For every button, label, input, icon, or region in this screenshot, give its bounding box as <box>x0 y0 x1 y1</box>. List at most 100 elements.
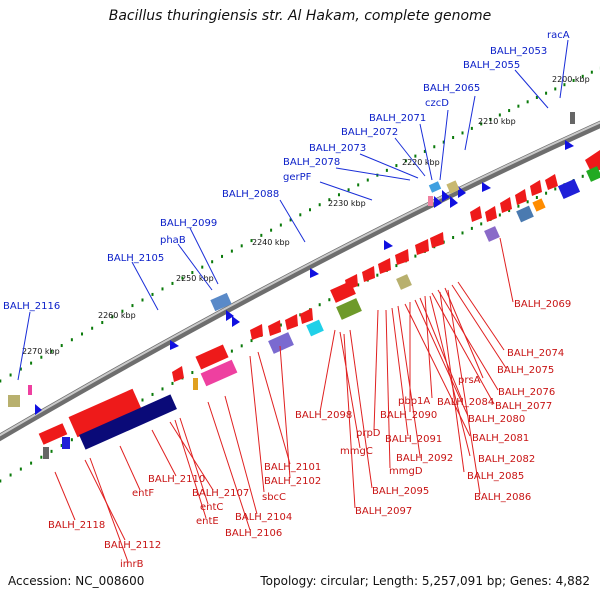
leader-line <box>335 167 411 181</box>
leader-line <box>249 355 265 493</box>
map-title: Bacillus thuringiensis str. Al Hakam, co… <box>108 8 492 24</box>
scale-dot <box>414 154 417 158</box>
scale-dot <box>181 276 184 280</box>
scale-dot <box>111 315 114 319</box>
scale-dot <box>30 361 33 365</box>
scale-dot <box>230 249 233 253</box>
feature-slate <box>516 205 534 223</box>
gene-label-pbp1A: pbp1A <box>398 396 430 407</box>
scale-dot <box>470 226 473 230</box>
scale-dot <box>318 303 321 307</box>
reverse-marker <box>226 310 234 321</box>
scale-dot <box>395 164 398 168</box>
scale-dot <box>19 467 22 471</box>
scale-dot <box>318 203 321 207</box>
scale-dot <box>141 398 144 402</box>
gene-label-BALH_2101: BALH_2101 <box>264 462 321 473</box>
gene-arrow <box>585 150 600 170</box>
leader-line <box>174 419 207 519</box>
gene-arrow <box>485 206 497 222</box>
scale-dot <box>70 438 73 442</box>
kbp-label-2220: 2220 kbp <box>402 158 440 167</box>
gene-arrow <box>500 197 512 213</box>
gene-label-BALH_2072: BALH_2072 <box>341 127 398 138</box>
gene-label-BALH_2091: BALH_2091 <box>385 434 442 445</box>
gene-label-BALH_2107: BALH_2107 <box>192 488 249 499</box>
scale-dot <box>554 187 557 191</box>
gene-arrow <box>545 174 558 190</box>
gene-label-BALH_2116: BALH_2116 <box>3 301 60 312</box>
backbone-highlight <box>0 121 600 437</box>
scale-dot <box>404 159 407 163</box>
gene-label-BALH_2053: BALH_2053 <box>490 46 547 57</box>
leader-line <box>279 199 306 243</box>
gene-label-BALH_2102: BALH_2102 <box>264 476 321 487</box>
gene-label-BALH_2088: BALH_2088 <box>222 189 279 200</box>
gene-arrow <box>415 239 429 255</box>
scale-dot <box>289 218 292 222</box>
gene-label-BALH_2112: BALH_2112 <box>104 540 161 551</box>
leader-line <box>385 309 391 469</box>
leader-line <box>279 345 291 479</box>
gene-label-gerPF: gerPF <box>283 172 312 183</box>
gene-label-BALH_2095: BALH_2095 <box>372 486 429 497</box>
kbp-label-2240: 2240 kbp <box>252 238 290 247</box>
scale-dot <box>554 87 557 91</box>
feature-blue <box>557 178 581 200</box>
gene-label-BALH_2104: BALH_2104 <box>235 512 292 523</box>
gene-label-BALH_2082: BALH_2082 <box>478 454 535 465</box>
scale-dot <box>357 283 360 287</box>
scale-dot <box>423 149 426 153</box>
scale-dot <box>9 473 12 477</box>
leader-line <box>419 123 433 181</box>
scale-dot <box>279 223 282 227</box>
feature-khaki <box>396 274 412 290</box>
leader-line <box>394 137 426 177</box>
kbp-label-2260: 2260 kbp <box>98 311 136 320</box>
scale-dot <box>250 339 253 343</box>
reverse-marker <box>565 140 574 150</box>
accession-label: Accession: NC_008600 <box>8 574 145 588</box>
feature-navy <box>79 394 177 450</box>
scale-dot <box>60 444 63 448</box>
feature-green <box>586 166 600 182</box>
scale-dot <box>101 321 104 325</box>
gene-label-BALH_2086: BALH_2086 <box>474 492 531 503</box>
leader-line <box>17 311 31 381</box>
scale-dot <box>526 200 529 204</box>
leader-line <box>457 281 505 351</box>
scale-dot <box>171 381 174 385</box>
gene-label-BALH_2073: BALH_2073 <box>309 143 366 154</box>
feature-magenta <box>200 359 238 387</box>
scale-dot <box>240 244 243 248</box>
forward-genes <box>38 150 600 445</box>
gene-block <box>68 388 142 438</box>
scale-dot <box>572 78 575 82</box>
scale-dot <box>461 231 464 235</box>
kbp-label-2250: 2250 kbp <box>176 274 214 283</box>
gene-label-BALH_2085: BALH_2085 <box>467 471 524 482</box>
scale-dot <box>221 254 224 258</box>
leader-line <box>439 291 465 473</box>
scale-dot <box>357 183 360 187</box>
gene-arrow <box>172 366 184 382</box>
kbp-label-2270: 2270 kbp <box>22 347 60 356</box>
kbp-label-2210: 2210 kbp <box>478 117 516 126</box>
leader-line <box>224 395 258 515</box>
gene-label-BALH_2077: BALH_2077 <box>495 401 552 412</box>
gene-arrow <box>300 308 313 324</box>
top-label-leaders <box>17 39 569 381</box>
scale-dot <box>433 145 436 149</box>
gene-label-mmgD: mmgD <box>389 466 423 477</box>
scale-dot <box>191 371 194 375</box>
scale-dot <box>337 193 340 197</box>
scale-dot <box>211 260 214 264</box>
scale-dot <box>60 344 63 348</box>
scale-dot <box>452 136 455 140</box>
leader-line <box>151 429 177 477</box>
leader-line <box>319 181 373 201</box>
gene-label-BALH_2071: BALH_2071 <box>369 113 426 124</box>
scale-dot <box>489 117 492 121</box>
gene-label-prpD: prpD <box>356 428 381 439</box>
